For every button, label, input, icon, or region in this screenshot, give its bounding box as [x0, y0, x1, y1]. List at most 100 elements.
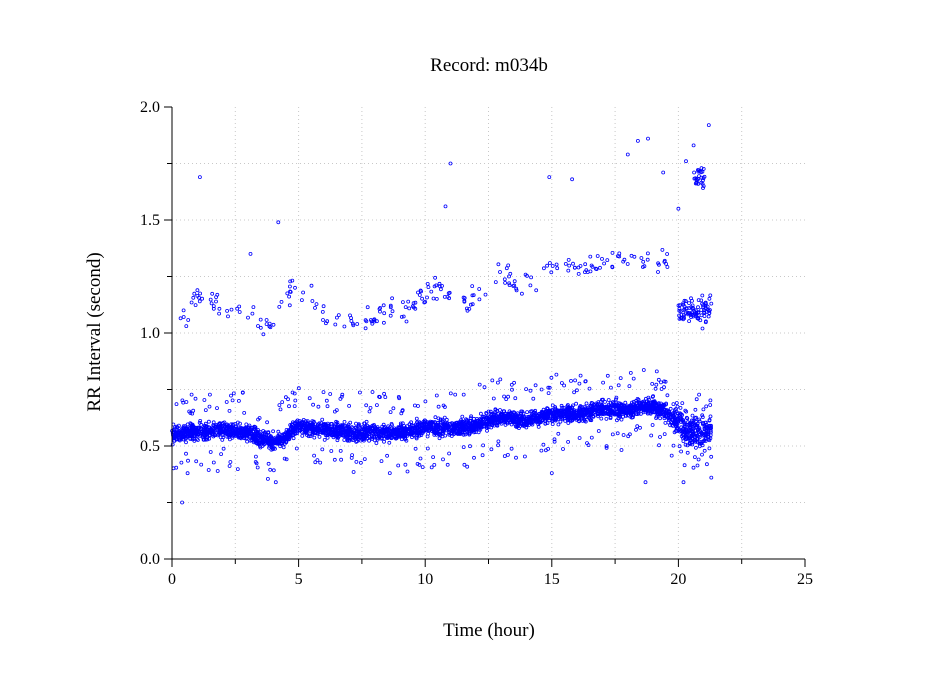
data-point: [414, 424, 419, 429]
data-point: [318, 460, 323, 465]
data-point: [671, 412, 676, 417]
data-point: [313, 460, 318, 465]
data-point: [528, 409, 533, 414]
data-point: [704, 422, 709, 427]
data-point: [173, 425, 178, 430]
data-point: [490, 378, 495, 383]
data-point: [671, 402, 676, 407]
data-point: [271, 429, 276, 434]
data-point: [573, 265, 577, 270]
data-point: [544, 410, 549, 415]
data-point: [207, 404, 212, 409]
data-point: [510, 387, 514, 392]
data-point: [381, 303, 386, 308]
data-point: [665, 265, 670, 269]
data-point: [446, 291, 451, 296]
data-point: [448, 421, 453, 426]
data-point: [194, 459, 199, 464]
data-point: [665, 252, 669, 256]
data-point: [498, 408, 502, 412]
data-point: [509, 411, 514, 416]
data-point: [215, 469, 220, 473]
data-point: [240, 390, 245, 395]
data-point: [596, 414, 600, 419]
data-point: [641, 401, 646, 406]
data-point: [328, 426, 333, 431]
data-point: [577, 418, 581, 423]
data-point: [342, 324, 347, 329]
data-point: [470, 284, 475, 289]
y-tick-label: 2.0: [140, 99, 160, 116]
data-point: [653, 386, 658, 391]
data-point: [354, 459, 359, 464]
data-point: [646, 251, 650, 256]
data-point: [696, 457, 701, 462]
data-point: [583, 262, 588, 267]
data-point: [269, 447, 274, 452]
data-point: [416, 404, 420, 408]
data-point: [434, 283, 439, 288]
data-point: [196, 432, 200, 437]
data-point: [206, 419, 211, 424]
data-point: [290, 420, 295, 425]
data-point: [697, 417, 702, 422]
data-point: [528, 415, 533, 420]
data-point: [585, 441, 589, 446]
data-point: [681, 317, 686, 322]
data-point: [701, 166, 706, 171]
data-point: [701, 407, 706, 412]
data-point: [570, 177, 574, 182]
data-point: [565, 415, 570, 420]
data-point: [197, 425, 202, 430]
data-point: [639, 256, 644, 260]
data-point: [677, 306, 682, 311]
data-point: [694, 180, 699, 185]
data-point: [566, 439, 570, 444]
data-point: [184, 440, 188, 445]
data-point: [645, 411, 650, 416]
data-point: [184, 400, 189, 404]
data-point: [657, 402, 661, 406]
data-point: [664, 414, 669, 418]
data-point: [208, 450, 213, 454]
data-point: [650, 406, 655, 411]
data-point: [631, 376, 636, 381]
data-point: [566, 268, 571, 273]
data-point: [706, 123, 711, 127]
data-point: [425, 420, 430, 425]
data-point: [307, 396, 312, 401]
data-point: [627, 384, 632, 389]
data-point: [235, 467, 240, 472]
data-point: [261, 332, 266, 337]
data-point: [534, 419, 539, 424]
data-point: [279, 299, 284, 304]
data-point: [596, 429, 601, 433]
data-point: [390, 309, 395, 314]
data-point: [639, 411, 643, 416]
data-point: [170, 442, 175, 447]
data-point: [496, 262, 501, 267]
data-point: [465, 464, 470, 469]
y-tick-label: 0.0: [140, 551, 160, 568]
data-point: [261, 439, 266, 444]
data-point: [531, 396, 536, 401]
data-point: [654, 416, 658, 421]
data-point: [701, 186, 705, 190]
data-point: [321, 304, 326, 309]
data-point: [684, 299, 688, 304]
data-point: [425, 281, 430, 286]
data-point: [523, 272, 528, 277]
data-point: [363, 326, 368, 331]
data-point: [390, 296, 395, 301]
data-point: [610, 250, 615, 255]
data-point: [204, 424, 209, 429]
data-point: [616, 407, 621, 412]
x-tick-label: 0: [168, 571, 176, 588]
data-point: [342, 419, 347, 424]
data-point: [364, 403, 369, 408]
data-point: [687, 301, 691, 306]
data-point: [293, 285, 297, 290]
data-point: [708, 433, 713, 438]
data-point: [694, 415, 698, 420]
data-point: [376, 436, 380, 441]
